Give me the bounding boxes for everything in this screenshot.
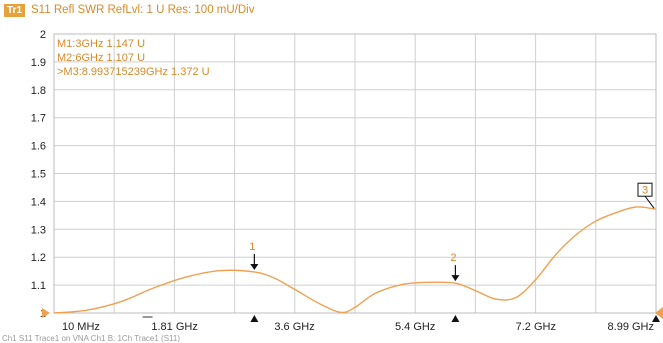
trace-badge[interactable]: Tr1 xyxy=(4,3,26,17)
marker-readout: M1:3GHz 1.147 U M2:6GHz 1.107 U >M3:8.9937… xyxy=(57,38,210,78)
x-tick-label: 10 MHz xyxy=(62,321,100,333)
x-axis-ticks: 10 MHz 1.81 GHz 3.6 GHz 5.4 GHz 7.2 GHz 8.99 … xyxy=(62,316,654,333)
edge-indicators xyxy=(42,307,663,319)
marker-1-x-indicator xyxy=(250,315,259,322)
swr-trace-line xyxy=(53,206,657,314)
x-tick-label: 5.4 GHz xyxy=(395,321,435,333)
y-tick-label: 1.2 xyxy=(31,252,46,264)
ref-level-right-indicator xyxy=(655,307,663,319)
plot-frame xyxy=(53,33,657,314)
trace-info: S11 Refl SWR RefLvl: 1 U Res: 100 mU/Div xyxy=(31,4,255,16)
trace-layer xyxy=(53,206,657,314)
marker-3-label: 3 xyxy=(642,185,648,197)
marker-3-x-indicator xyxy=(652,315,660,322)
x-tick-label: 3.6 GHz xyxy=(274,321,314,333)
x-tick-label: 1.81 GHz xyxy=(151,321,197,333)
marker-3-leader xyxy=(644,195,655,209)
marker-3-readout: >M3:8.993715239GHz 1.372 U xyxy=(57,66,210,78)
marker-2-arrow[interactable] xyxy=(451,275,460,282)
marker-1-label: 1 xyxy=(249,241,255,253)
y-tick-label: 1.4 xyxy=(31,196,46,208)
y-tick-label: 1.6 xyxy=(31,141,46,153)
y-tick-label: 1.3 xyxy=(31,224,46,236)
y-tick-label: 1.8 xyxy=(31,85,46,97)
y-tick-label: 1.1 xyxy=(31,280,46,292)
trace-header: Tr1 S11 Refl SWR RefLvl: 1 U Res: 100 mU… xyxy=(0,0,663,20)
ref-level-left-indicator xyxy=(42,308,50,318)
marker-2-x-indicator xyxy=(451,315,460,322)
y-tick-label: 1.7 xyxy=(31,113,46,125)
marker-1-arrow[interactable] xyxy=(250,263,259,270)
grid xyxy=(53,33,657,314)
y-tick-label: 1.9 xyxy=(31,57,46,69)
x-tick-label: 7.2 GHz xyxy=(516,321,556,333)
x-tick-label: 8.99 GHz xyxy=(608,321,654,333)
marker-1-readout: M1:3GHz 1.147 U xyxy=(57,38,145,50)
marker-2-label: 2 xyxy=(450,252,456,264)
y-axis-ticks: 11.11.21.31.41.51.61.71.81.92 xyxy=(31,29,46,320)
y-tick-label: 2 xyxy=(40,29,46,41)
footer-text: Ch1 S11 Trace1 on VNA Ch1 B: 1Ch Trace1 … xyxy=(2,334,181,343)
y-tick-label: 1.5 xyxy=(31,169,46,181)
markers: 1 2 3 xyxy=(249,182,660,322)
marker-2-readout: M2:6GHz 1.107 U xyxy=(57,52,145,64)
